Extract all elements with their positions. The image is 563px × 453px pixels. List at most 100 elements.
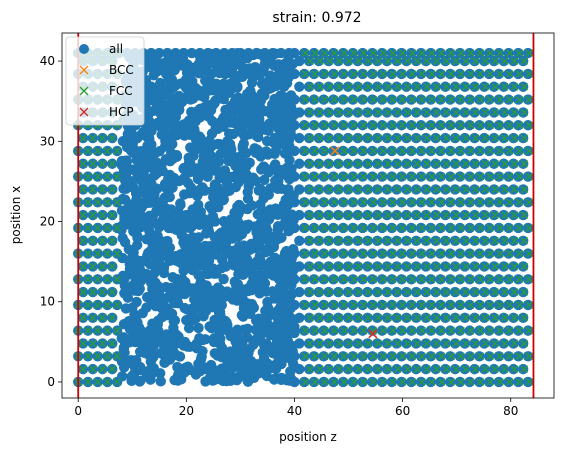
fcc-marker bbox=[457, 378, 465, 386]
atom-point bbox=[308, 120, 320, 131]
atom-point bbox=[318, 222, 329, 234]
fcc-marker bbox=[462, 237, 470, 245]
fcc-marker-stroke bbox=[364, 83, 373, 91]
atom-point bbox=[202, 47, 214, 59]
atom-point bbox=[148, 268, 160, 280]
atom-point bbox=[333, 363, 344, 375]
atom-point bbox=[376, 145, 388, 157]
fcc-marker bbox=[471, 339, 480, 348]
fcc-marker-stroke bbox=[369, 95, 378, 104]
fcc-marker-stroke bbox=[418, 49, 426, 57]
fcc-marker bbox=[428, 172, 436, 181]
fcc-marker bbox=[384, 288, 392, 296]
fcc-marker-stroke bbox=[496, 95, 504, 104]
fcc-marker bbox=[374, 339, 383, 348]
atom-point bbox=[440, 158, 451, 169]
fcc-marker-stroke bbox=[325, 185, 334, 194]
fcc-marker-stroke bbox=[496, 378, 504, 386]
fcc-marker bbox=[79, 262, 87, 271]
fcc-marker-stroke bbox=[501, 160, 509, 168]
atom-point bbox=[425, 68, 436, 80]
atom-point bbox=[174, 92, 186, 103]
fcc-marker bbox=[379, 70, 387, 78]
fcc-marker bbox=[108, 262, 117, 271]
fcc-marker-stroke bbox=[462, 314, 470, 322]
fcc-marker bbox=[98, 288, 107, 296]
atom-point bbox=[168, 104, 179, 116]
fcc-marker-stroke bbox=[108, 237, 117, 245]
fcc-marker bbox=[335, 339, 344, 348]
fcc-marker bbox=[403, 262, 412, 271]
atom-point bbox=[410, 158, 422, 169]
atom-point bbox=[513, 145, 524, 157]
atom-point bbox=[498, 55, 509, 67]
atom-point bbox=[406, 171, 417, 182]
fcc-marker bbox=[306, 57, 314, 65]
fcc-marker-stroke bbox=[325, 160, 334, 168]
atom-point bbox=[372, 261, 383, 272]
atom-point bbox=[430, 312, 441, 323]
atom-point bbox=[367, 171, 378, 182]
fcc-marker bbox=[447, 275, 455, 283]
fcc-marker bbox=[350, 95, 358, 104]
fcc-marker bbox=[486, 147, 494, 155]
atom-point bbox=[333, 132, 344, 144]
fcc-marker bbox=[325, 314, 334, 322]
fcc-marker-stroke bbox=[384, 134, 392, 142]
fcc-marker bbox=[501, 262, 509, 271]
fcc-marker bbox=[505, 49, 514, 57]
fcc-marker-stroke bbox=[108, 134, 117, 142]
fcc-marker bbox=[520, 288, 528, 296]
fcc-marker bbox=[481, 365, 490, 373]
atom-point bbox=[328, 171, 339, 182]
atom-point bbox=[283, 47, 295, 59]
fcc-marker bbox=[374, 314, 383, 322]
fcc-marker bbox=[525, 147, 533, 155]
atom-point bbox=[381, 107, 393, 118]
fcc-marker bbox=[457, 49, 465, 57]
atom-point bbox=[299, 299, 310, 311]
fcc-marker bbox=[79, 211, 87, 219]
fcc-marker bbox=[457, 249, 465, 258]
atom-point bbox=[479, 107, 490, 118]
fcc-marker-stroke bbox=[525, 198, 533, 206]
atom-point bbox=[189, 242, 201, 254]
atom-point bbox=[498, 81, 509, 92]
fcc-marker bbox=[481, 83, 490, 91]
atom-point bbox=[147, 348, 158, 359]
atom-point bbox=[401, 55, 412, 67]
atom-point bbox=[376, 68, 388, 80]
fcc-marker-stroke bbox=[442, 160, 451, 168]
fcc-marker-stroke bbox=[98, 185, 107, 194]
fcc-marker-stroke bbox=[496, 224, 504, 232]
fcc-marker-stroke bbox=[394, 262, 402, 271]
fcc-marker bbox=[437, 352, 446, 361]
fcc-marker-stroke bbox=[496, 352, 504, 361]
fcc-marker-stroke bbox=[471, 262, 480, 271]
fcc-marker bbox=[471, 365, 480, 373]
fcc-marker bbox=[345, 339, 353, 348]
fcc-marker-stroke bbox=[345, 57, 353, 65]
fcc-marker bbox=[515, 378, 524, 386]
fcc-marker bbox=[98, 134, 107, 142]
atom-point bbox=[488, 312, 500, 323]
atom-point bbox=[153, 287, 165, 298]
fcc-marker bbox=[525, 70, 533, 78]
fcc-marker-stroke bbox=[491, 365, 499, 373]
atom-point bbox=[342, 132, 354, 144]
fcc-marker-stroke bbox=[384, 83, 392, 91]
atom-point bbox=[425, 299, 436, 311]
atom-point bbox=[184, 129, 196, 140]
fcc-marker-stroke bbox=[403, 262, 412, 271]
atom-point bbox=[149, 120, 160, 131]
fcc-marker-stroke bbox=[505, 198, 514, 206]
atom-point bbox=[415, 145, 427, 157]
atom-point bbox=[459, 81, 470, 92]
atom-point bbox=[357, 171, 368, 182]
fcc-marker-stroke bbox=[403, 57, 412, 65]
atom-point bbox=[391, 338, 402, 349]
fcc-marker bbox=[364, 83, 373, 91]
fcc-marker bbox=[457, 326, 465, 335]
special-marker bbox=[368, 329, 378, 339]
fcc-marker-stroke bbox=[394, 237, 402, 245]
